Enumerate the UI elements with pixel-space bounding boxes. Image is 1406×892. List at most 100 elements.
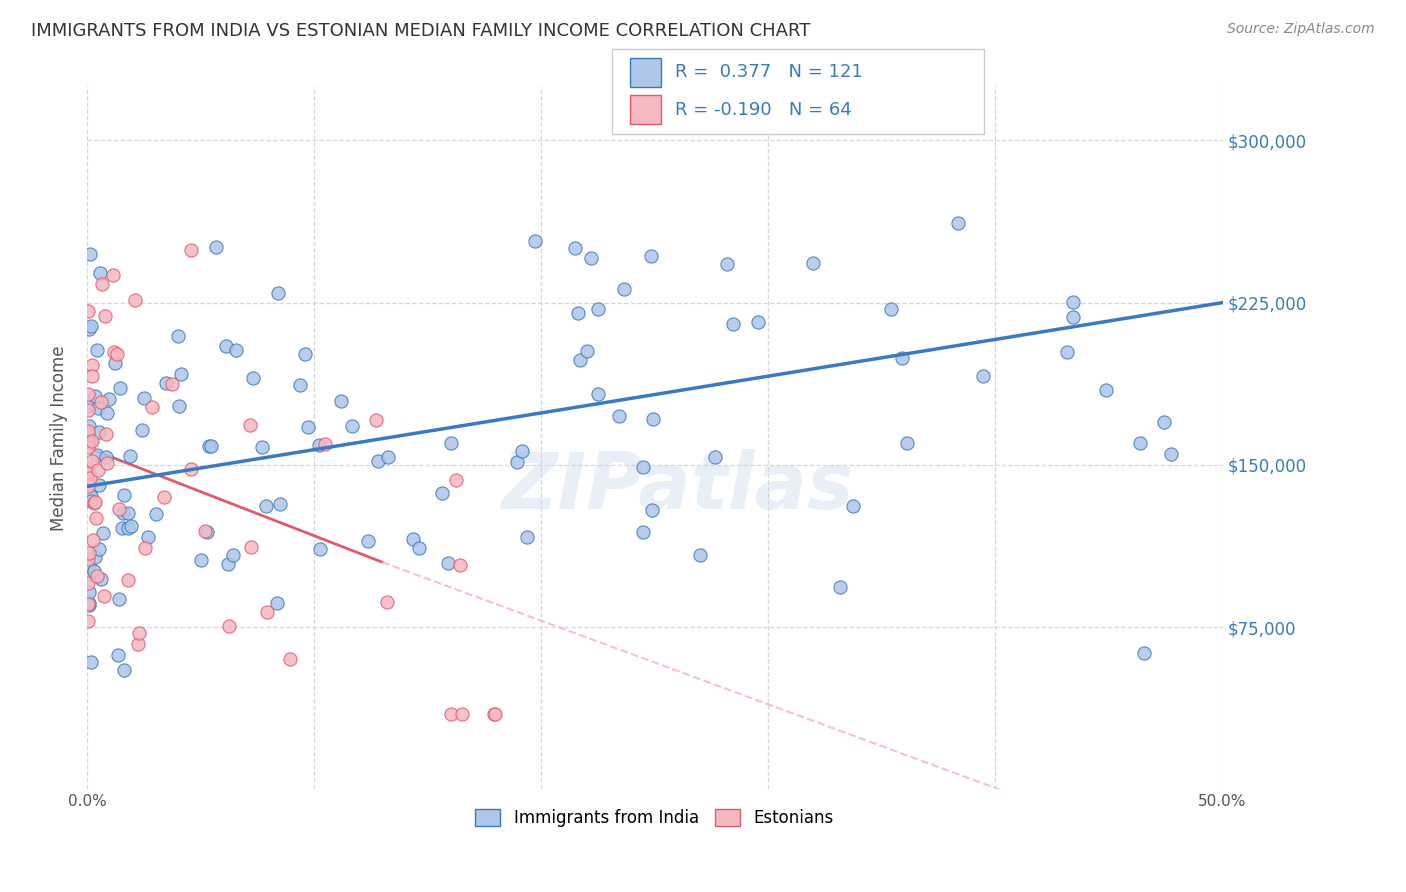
Point: [242, 371, 264, 385]
Point: [444, 473, 467, 487]
Point: [375, 595, 398, 609]
Point: [329, 393, 352, 408]
Point: [131, 423, 153, 437]
Point: [1095, 383, 1118, 397]
Point: [567, 306, 589, 320]
Point: [297, 420, 319, 434]
Point: [716, 257, 738, 271]
Y-axis label: Median Family Income: Median Family Income: [51, 345, 67, 531]
Point: [77, 403, 100, 417]
Point: [290, 378, 312, 392]
Point: [155, 376, 177, 391]
Point: [120, 449, 142, 463]
Point: [721, 317, 744, 331]
Point: [972, 369, 994, 384]
Point: [80, 489, 103, 503]
Legend: Immigrants from India, Estonians: Immigrants from India, Estonians: [468, 802, 841, 834]
Point: [128, 625, 150, 640]
Point: [180, 462, 202, 476]
Point: [87, 541, 110, 556]
Point: [111, 520, 134, 534]
Point: [200, 438, 222, 452]
Point: [896, 435, 918, 450]
Point: [134, 541, 156, 556]
Point: [240, 540, 263, 554]
Point: [112, 663, 135, 677]
Point: [523, 234, 546, 248]
Point: [80, 494, 103, 508]
Point: [269, 497, 291, 511]
Point: [948, 216, 970, 230]
Point: [77, 585, 100, 599]
Point: [77, 467, 100, 481]
Point: [86, 448, 108, 462]
Point: [451, 706, 474, 721]
Point: [215, 338, 238, 352]
Point: [180, 243, 202, 257]
Point: [1160, 447, 1182, 461]
Text: IMMIGRANTS FROM INDIA VS ESTONIAN MEDIAN FAMILY INCOME CORRELATION CHART: IMMIGRANTS FROM INDIA VS ESTONIAN MEDIAN…: [31, 22, 810, 40]
Point: [1129, 435, 1152, 450]
Point: [314, 436, 336, 450]
Point: [79, 546, 101, 560]
Point: [77, 435, 100, 450]
Point: [440, 706, 463, 721]
Point: [82, 368, 104, 383]
Point: [77, 461, 100, 475]
Text: ZIPatlas: ZIPatlas: [502, 449, 853, 525]
Point: [127, 637, 149, 651]
Point: [77, 322, 100, 336]
Point: [842, 499, 865, 513]
Point: [98, 392, 121, 406]
Point: [357, 534, 380, 549]
Point: [104, 356, 127, 370]
Point: [190, 552, 212, 566]
Point: [77, 597, 100, 611]
Point: [377, 450, 399, 464]
Point: [86, 343, 108, 357]
Point: [77, 466, 100, 480]
Point: [77, 478, 100, 492]
Point: [801, 256, 824, 270]
Point: [1153, 415, 1175, 429]
Point: [217, 557, 239, 571]
Point: [586, 387, 609, 401]
Point: [103, 344, 125, 359]
Point: [112, 488, 135, 502]
Point: [1062, 294, 1084, 309]
Point: [402, 533, 425, 547]
Point: [613, 281, 636, 295]
Point: [84, 550, 107, 565]
Point: [367, 454, 389, 468]
Point: [484, 706, 506, 721]
Point: [82, 434, 104, 448]
Point: [689, 548, 711, 562]
Point: [77, 566, 100, 581]
Point: [77, 485, 100, 500]
Point: [194, 524, 217, 539]
Point: [86, 463, 108, 477]
Point: [94, 450, 117, 465]
Point: [117, 520, 139, 534]
Point: [77, 596, 100, 610]
Point: [641, 411, 664, 425]
Point: [77, 440, 100, 454]
Point: [79, 488, 101, 502]
Point: [107, 591, 129, 606]
Point: [169, 368, 191, 382]
Point: [239, 417, 262, 432]
Point: [83, 496, 105, 510]
Point: [90, 572, 112, 586]
Point: [266, 596, 288, 610]
Point: [430, 485, 453, 500]
Point: [86, 569, 108, 583]
Point: [77, 424, 100, 438]
Point: [86, 511, 108, 525]
Point: [703, 450, 725, 464]
Point: [254, 500, 277, 514]
Point: [77, 304, 100, 318]
Point: [167, 328, 190, 343]
Point: [96, 406, 118, 420]
Point: [83, 495, 105, 509]
Point: [256, 606, 278, 620]
